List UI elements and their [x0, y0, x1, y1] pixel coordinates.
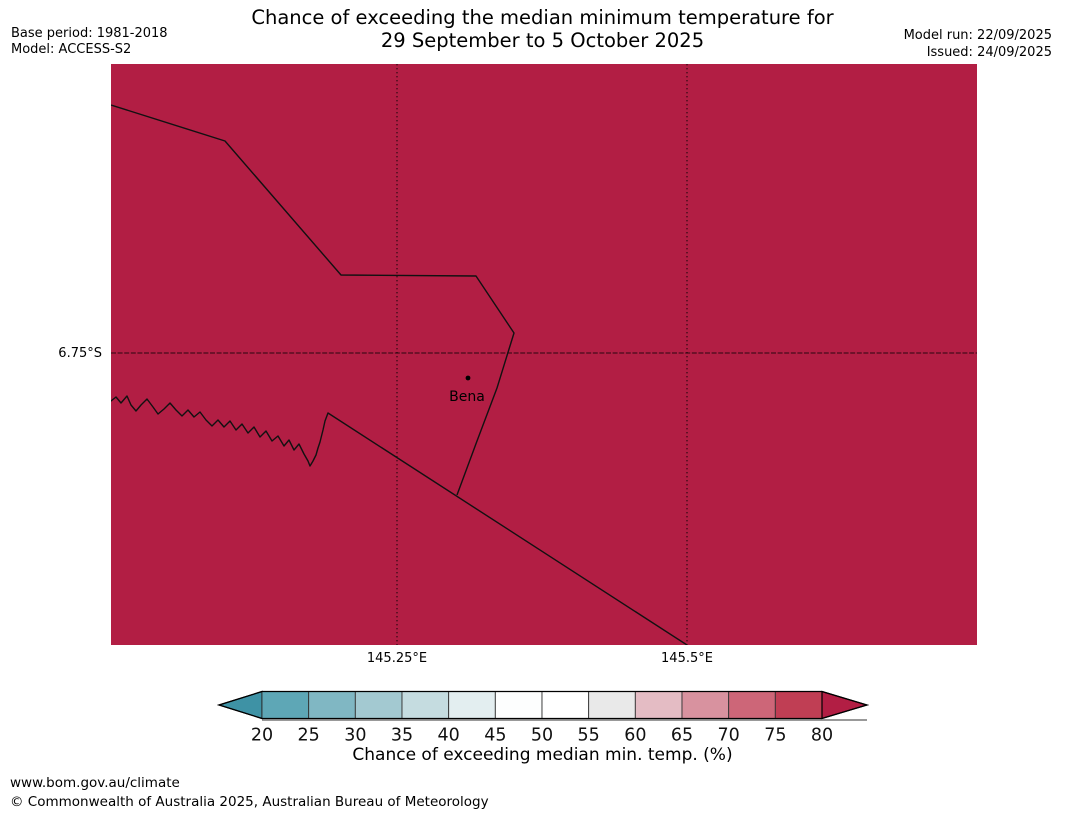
place-marker-dot	[465, 375, 471, 381]
footer-url: www.bom.gov.au/climate	[10, 775, 180, 791]
colorbar-right-arrow	[821, 690, 870, 720]
boundary-line-1	[110, 104, 515, 496]
model-text: Model: ACCESS-S2	[11, 42, 132, 57]
colorbar-segment-9	[634, 691, 683, 719]
colorbar-segment-12	[774, 691, 823, 719]
colorbar-tick-label-70: 70	[718, 726, 740, 746]
map-fill	[111, 64, 977, 645]
colorbar-segment-1	[261, 691, 310, 719]
colorbar-segment-8	[588, 691, 636, 719]
model-run-text: Model run: 22/09/2025	[903, 28, 1052, 43]
colorbar-tick-label-75: 75	[764, 726, 786, 746]
colorbar-segment-11	[728, 691, 776, 719]
title-line-2: 29 September to 5 October 2025	[380, 29, 705, 52]
colorbar-caption: Chance of exceeding median min. temp. (%…	[352, 745, 733, 765]
boundary-line-2	[327, 412, 688, 646]
river-line	[110, 395, 329, 467]
colorbar-tick-label-40: 40	[438, 726, 460, 746]
colorbar-tick-label-25: 25	[298, 726, 320, 746]
latitude-tick-label: 6.75°S	[58, 346, 102, 361]
colorbar-area: 20 25 30 35 40 45 50 55 60 65 70 75 80	[0, 685, 1085, 747]
colorbar-segment-4	[401, 691, 450, 719]
base-period-text: Base period: 1981-2018	[11, 26, 168, 41]
footer-block: www.bom.gov.au/climate © Commonwealth of…	[10, 774, 489, 812]
colorbar-tick-label-45: 45	[484, 726, 506, 746]
colorbar-segment-3	[354, 691, 403, 719]
colorbar-segment-7	[541, 691, 590, 719]
colorbar-tick-label-30: 30	[344, 726, 366, 746]
colorbar-tick-label-55: 55	[578, 726, 600, 746]
map-area: Bena	[110, 64, 977, 646]
colorbar-tick-label-65: 65	[671, 726, 693, 746]
colorbar-tick-label-20: 20	[251, 726, 273, 746]
colorbar-tick-label-35: 35	[391, 726, 413, 746]
colorbar-tick-label-60: 60	[624, 726, 646, 746]
longitude-tick-label-1: 145.25°E	[366, 651, 428, 666]
place-label: Bena	[449, 389, 485, 405]
header-left-block: Base period: 1981-2018 Model: ACCESS-S2	[11, 26, 168, 58]
colorbar-canvas: 20 25 30 35 40 45 50 55 60 65 70 75 80	[216, 690, 870, 746]
header-right-block: Model run: 22/09/2025 Issued: 24/09/2025	[904, 27, 1052, 61]
longitude-tick-label-2: 145.5°E	[661, 651, 713, 666]
map-canvas: Bena	[110, 64, 977, 646]
footer-copyright: © Commonwealth of Australia 2025, Austra…	[10, 794, 489, 810]
colorbar-segment-6	[494, 691, 543, 719]
colorbar-segment-5	[448, 691, 496, 719]
colorbar-segment-2	[308, 691, 356, 719]
issued-text: Issued: 24/09/2025	[926, 45, 1052, 60]
colorbar-segment-10	[681, 691, 730, 719]
colorbar-outline	[216, 690, 870, 720]
colorbar-left-arrow	[216, 690, 263, 720]
colorbar-tick-label-80: 80	[811, 726, 833, 746]
title-line-1: Chance of exceeding the median minimum t…	[251, 6, 834, 29]
colorbar-tick-label-50: 50	[531, 726, 553, 746]
page-title: Chance of exceeding the median minimum t…	[0, 6, 1085, 52]
